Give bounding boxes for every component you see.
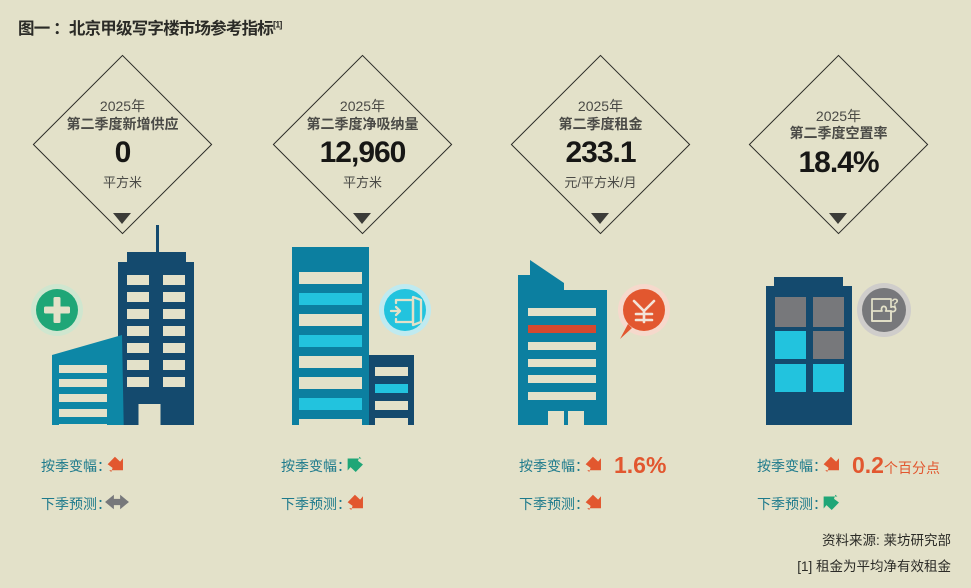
- svg-text:?: ?: [891, 296, 898, 310]
